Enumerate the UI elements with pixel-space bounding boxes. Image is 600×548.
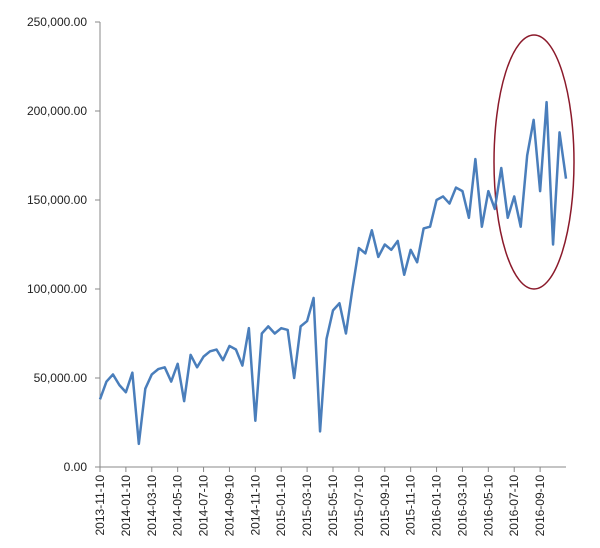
x-tick-label: 2016-09-10 — [533, 475, 547, 537]
data-line — [98, 100, 568, 446]
x-tick-label: 2015-09-10 — [378, 475, 392, 537]
highlight-ellipse — [493, 34, 575, 290]
x-tick-label: 2014-05-10 — [171, 475, 185, 537]
x-tick-label: 2016-01-10 — [430, 475, 444, 537]
x-tick-label: 2016-05-10 — [481, 475, 495, 537]
y-tick-label: 50,000.00 — [34, 371, 88, 385]
y-tick-label: 250,000.00 — [27, 15, 87, 29]
x-tick-label: 2013-11-10 — [93, 475, 107, 536]
x-tick-label: 2014-03-10 — [145, 475, 159, 537]
x-tick-label: 2015-07-10 — [352, 475, 366, 537]
x-tick-label: 2014-07-10 — [197, 475, 211, 537]
x-tick-label: 2014-09-10 — [222, 475, 236, 537]
x-tick-label: 2015-11-10 — [404, 475, 418, 536]
x-tick-label: 2015-01-10 — [274, 475, 288, 537]
x-tick-label: 2014-11-10 — [248, 475, 262, 536]
x-tick-label: 2016-07-10 — [507, 475, 521, 537]
x-tick-label: 2014-01-10 — [119, 475, 133, 537]
y-tick-label: 0.00 — [64, 460, 88, 474]
x-tick-label: 2016-03-10 — [455, 475, 469, 537]
y-tick-label: 100,000.00 — [27, 282, 87, 296]
x-tick-label: 2015-03-10 — [300, 475, 314, 537]
y-tick-label: 150,000.00 — [27, 193, 87, 207]
y-tick-label: 200,000.00 — [27, 104, 87, 118]
x-tick-label: 2015-05-10 — [326, 475, 340, 537]
